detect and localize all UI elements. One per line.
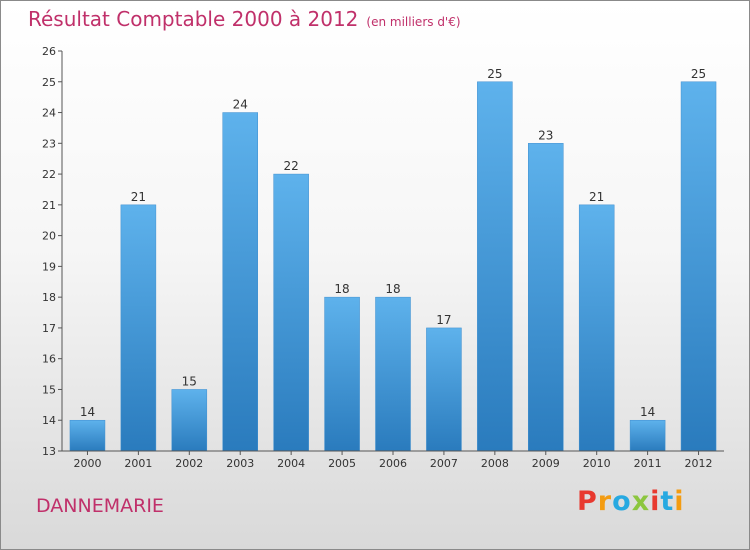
logo-letter: i [674, 486, 685, 517]
y-tick-label: 15 [42, 383, 56, 396]
y-tick-label: 20 [42, 230, 56, 243]
x-tick-label: 2001 [124, 457, 152, 470]
bar [69, 419, 106, 452]
y-tick-label: 23 [42, 137, 56, 150]
bar [426, 327, 462, 452]
logo-letter: P [577, 486, 598, 517]
bar-value-label: 18 [334, 282, 349, 296]
bar-value-label: 22 [284, 159, 299, 173]
x-tick-label: 2002 [175, 457, 203, 470]
bar [477, 81, 513, 452]
y-tick-label: 25 [42, 76, 56, 89]
logo-letter: t [660, 486, 675, 517]
bar-value-label: 21 [589, 190, 604, 204]
x-tick-label: 2005 [328, 457, 356, 470]
x-tick-label: 2007 [430, 457, 458, 470]
bar-value-label: 14 [640, 405, 655, 419]
y-tick-label: 26 [42, 45, 56, 58]
bar-value-label: 23 [538, 128, 553, 142]
bar-value-label: 15 [182, 374, 197, 388]
logo-letter: x [631, 486, 651, 517]
bar-value-label: 17 [436, 313, 451, 327]
logo-letter: i [650, 486, 661, 517]
bar-value-label: 14 [80, 405, 95, 419]
y-tick-label: 19 [42, 260, 56, 273]
bar-value-label: 25 [691, 67, 706, 81]
x-tick-label: 2010 [583, 457, 611, 470]
y-tick-label: 21 [42, 199, 56, 212]
x-tick-label: 2003 [226, 457, 254, 470]
y-tick-label: 22 [42, 168, 56, 181]
bar [528, 143, 564, 452]
bar-value-label: 21 [131, 190, 146, 204]
y-tick-label: 16 [42, 353, 56, 366]
x-tick-label: 2011 [634, 457, 662, 470]
proxiti-logo: Proxiti [577, 486, 685, 517]
y-tick-label: 13 [42, 445, 56, 458]
bar [273, 173, 309, 452]
y-tick-label: 24 [42, 107, 56, 120]
bar-value-label: 24 [233, 98, 248, 112]
bar [680, 81, 717, 452]
x-tick-label: 2000 [73, 457, 101, 470]
bar [578, 204, 615, 452]
chart-unit: (en milliers d'€) [366, 15, 461, 29]
bar [375, 296, 411, 452]
x-tick-label: 2004 [277, 457, 305, 470]
bar [324, 296, 360, 452]
bar-value-label: 25 [487, 67, 502, 81]
bar [120, 204, 157, 452]
bar-value-label: 18 [385, 282, 400, 296]
logo-letter: o [612, 486, 632, 517]
chart-title: Résultat Comptable 2000 à 2012 (en millie… [28, 7, 461, 31]
y-tick-label: 18 [42, 291, 56, 304]
y-tick-label: 14 [42, 414, 56, 427]
x-tick-label: 2012 [685, 457, 713, 470]
logo-letter: r [597, 486, 613, 517]
y-tick-label: 17 [42, 322, 56, 335]
bar [629, 419, 666, 452]
commune-name: DANNEMARIE [36, 495, 164, 517]
x-tick-label: 2006 [379, 457, 407, 470]
bar [222, 112, 258, 452]
x-tick-label: 2008 [481, 457, 509, 470]
x-tick-label: 2009 [532, 457, 560, 470]
chart-title-text: Résultat Comptable 2000 à 2012 [28, 7, 359, 31]
bar [171, 389, 208, 452]
